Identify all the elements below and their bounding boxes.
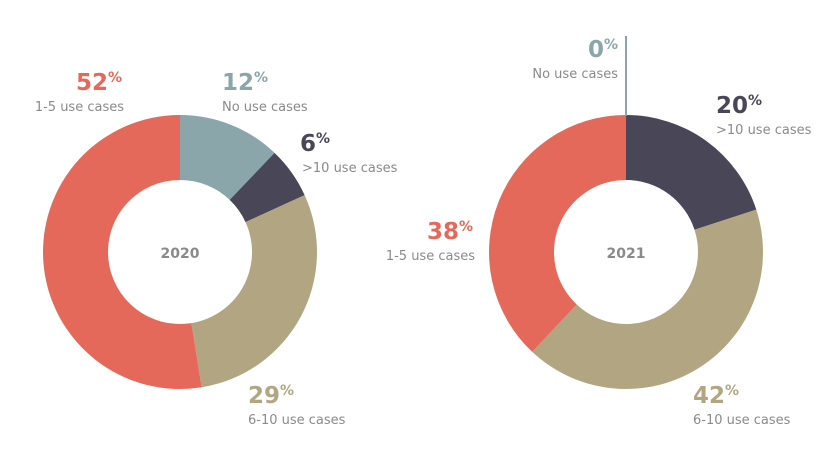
- pct-label-2021-over-10-use-cases: 20%: [716, 93, 762, 119]
- category-label-2021-no-use-cases: No use cases: [532, 67, 618, 82]
- slice-2021-6-10-use-cases: [532, 209, 763, 390]
- slice-2020-1-5-use-cases: [42, 115, 202, 389]
- pct-label-2021-1-5-use-cases: 38%: [427, 219, 473, 245]
- pct-label-2020-over-10-use-cases: 6%: [300, 131, 330, 157]
- category-label-2020-6-10-use-cases: 6-10 use cases: [248, 413, 346, 428]
- category-label-2020-no-use-cases: No use cases: [222, 100, 308, 115]
- pct-label-2021-no-use-cases: 0%: [588, 37, 618, 63]
- slice-2021-over-10-use-cases: [626, 115, 757, 230]
- slice-2020-no-use-cases: [180, 115, 275, 200]
- pct-label-2020-6-10-use-cases: 29%: [248, 383, 294, 409]
- category-label-2020-over-10-use-cases: >10 use cases: [302, 161, 398, 176]
- slice-2021-1-5-use-cases: [489, 114, 626, 352]
- category-label-2021-1-5-use-cases: 1-5 use cases: [386, 249, 475, 264]
- category-label-2021-over-10-use-cases: >10 use cases: [716, 123, 812, 138]
- category-label-2020-1-5-use-cases: 1-5 use cases: [35, 100, 124, 115]
- slice-2020-over-10-use-cases: [229, 152, 305, 223]
- slice-2020-6-10-use-cases: [191, 195, 317, 388]
- pct-label-2020-1-5-use-cases: 52%: [76, 70, 122, 96]
- pct-label-2021-6-10-use-cases: 42%: [693, 383, 739, 409]
- chart-center-label-2021: 2021: [607, 246, 646, 262]
- pct-label-2020-no-use-cases: 12%: [222, 70, 268, 96]
- category-label-2021-6-10-use-cases: 6-10 use cases: [693, 413, 791, 428]
- chart-center-label-2020: 2020: [161, 246, 200, 262]
